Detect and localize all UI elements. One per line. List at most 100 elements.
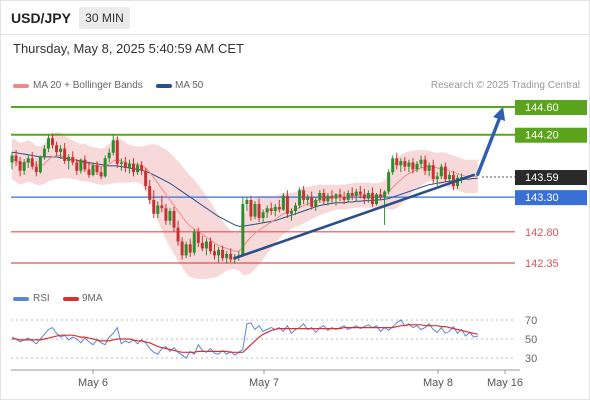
candle-body	[229, 253, 233, 260]
candle-body	[366, 192, 370, 199]
price-label: 143.59	[525, 172, 559, 184]
level-label-144.20: 144.20	[525, 130, 559, 142]
candle-body	[370, 192, 374, 205]
level-label-142.35: 142.35	[525, 258, 559, 270]
candle-body	[204, 241, 208, 249]
candle-body	[83, 159, 87, 170]
candle-body	[273, 206, 277, 211]
candle-body	[30, 158, 34, 167]
candle-body	[375, 194, 378, 205]
x-tick-label: May 7	[249, 377, 279, 389]
candle-body	[285, 195, 289, 214]
candle-body	[310, 197, 314, 207]
x-tick-label: May 6	[78, 377, 108, 389]
candle-body	[123, 162, 127, 169]
target-arrow-head	[493, 107, 506, 121]
candle-body	[176, 227, 180, 242]
candle-body	[322, 192, 326, 202]
candle-body	[460, 177, 464, 179]
candle-body	[443, 166, 447, 180]
candle-body	[172, 211, 176, 228]
candle-body	[55, 145, 59, 153]
bollinger-band	[12, 132, 478, 279]
candle-body	[208, 241, 212, 252]
symbol-title: USD/JPY	[11, 10, 71, 26]
candle-body	[59, 148, 63, 153]
candle-body	[42, 148, 46, 157]
rsi-tick-70: 70	[525, 315, 537, 327]
level-tag-143.30	[515, 190, 587, 206]
candle-body	[119, 162, 123, 164]
target-arrow-shaft	[476, 115, 502, 176]
candle-body	[379, 194, 383, 198]
candle-body	[168, 211, 172, 221]
candle-body	[63, 148, 67, 162]
candle-body	[91, 165, 95, 175]
candle-body	[387, 172, 391, 192]
level-label-143.30: 143.30	[525, 192, 559, 204]
candle-body	[75, 162, 79, 171]
candle-body	[269, 208, 273, 211]
candle-body	[281, 195, 285, 210]
candle-body	[411, 162, 415, 170]
ma9-swatch	[63, 297, 79, 301]
candle-body	[249, 199, 253, 217]
candle-body	[184, 244, 188, 256]
candle-body	[196, 231, 200, 243]
support-trendline	[233, 173, 476, 260]
candle-body	[362, 194, 366, 199]
ma20-line	[11, 155, 478, 252]
candle-body	[358, 191, 362, 195]
candle-body	[140, 165, 144, 171]
rsi-series-9MA	[12, 324, 478, 353]
candle-body	[415, 163, 419, 170]
candle-body	[431, 165, 435, 180]
candle-body	[338, 194, 342, 198]
candle-body	[289, 211, 293, 214]
x-tick-label: May 16	[487, 377, 523, 389]
candle-body	[403, 161, 407, 167]
candle-body	[435, 176, 439, 180]
candle-body	[132, 163, 135, 173]
candle-body	[200, 242, 204, 249]
candle-body	[439, 166, 443, 177]
candle-body	[99, 172, 103, 177]
candle-body	[115, 140, 119, 164]
candle-body	[261, 212, 265, 218]
candle-body	[257, 204, 261, 218]
candle-body	[427, 165, 431, 171]
candle-body	[306, 197, 310, 200]
candle-body	[298, 190, 302, 206]
candle-body	[399, 161, 403, 166]
candle-body	[265, 208, 269, 213]
candle-body	[51, 138, 54, 146]
level-tag-144.60	[515, 100, 587, 115]
candle-body	[241, 204, 245, 256]
candle-body	[395, 158, 399, 166]
candle-body	[447, 174, 451, 180]
candle-body	[180, 241, 184, 256]
candle-body	[144, 170, 148, 187]
candle-body	[164, 208, 168, 221]
candle-body	[391, 158, 395, 173]
candle-body	[302, 190, 306, 200]
candle-body	[213, 251, 216, 256]
candle-body	[407, 162, 411, 167]
timeframe-button[interactable]: 30 MIN	[79, 7, 130, 29]
candle-body	[350, 192, 354, 196]
rsi-tick-50: 50	[525, 334, 537, 346]
candle-body	[192, 231, 196, 253]
candle-body	[221, 249, 225, 259]
candle-body	[342, 197, 346, 200]
ma50-legend-label: MA 50	[175, 80, 204, 91]
candle-body	[419, 159, 423, 164]
price-tag	[515, 170, 587, 186]
candle-body	[46, 138, 50, 149]
candle-body	[79, 159, 83, 171]
candle-body	[152, 199, 156, 214]
candle-body	[245, 199, 249, 205]
ma20-legend-label: MA 20 + Bollinger Bands	[33, 80, 143, 91]
rsi-legend-label: RSI	[33, 293, 50, 304]
candle-body	[71, 156, 75, 163]
